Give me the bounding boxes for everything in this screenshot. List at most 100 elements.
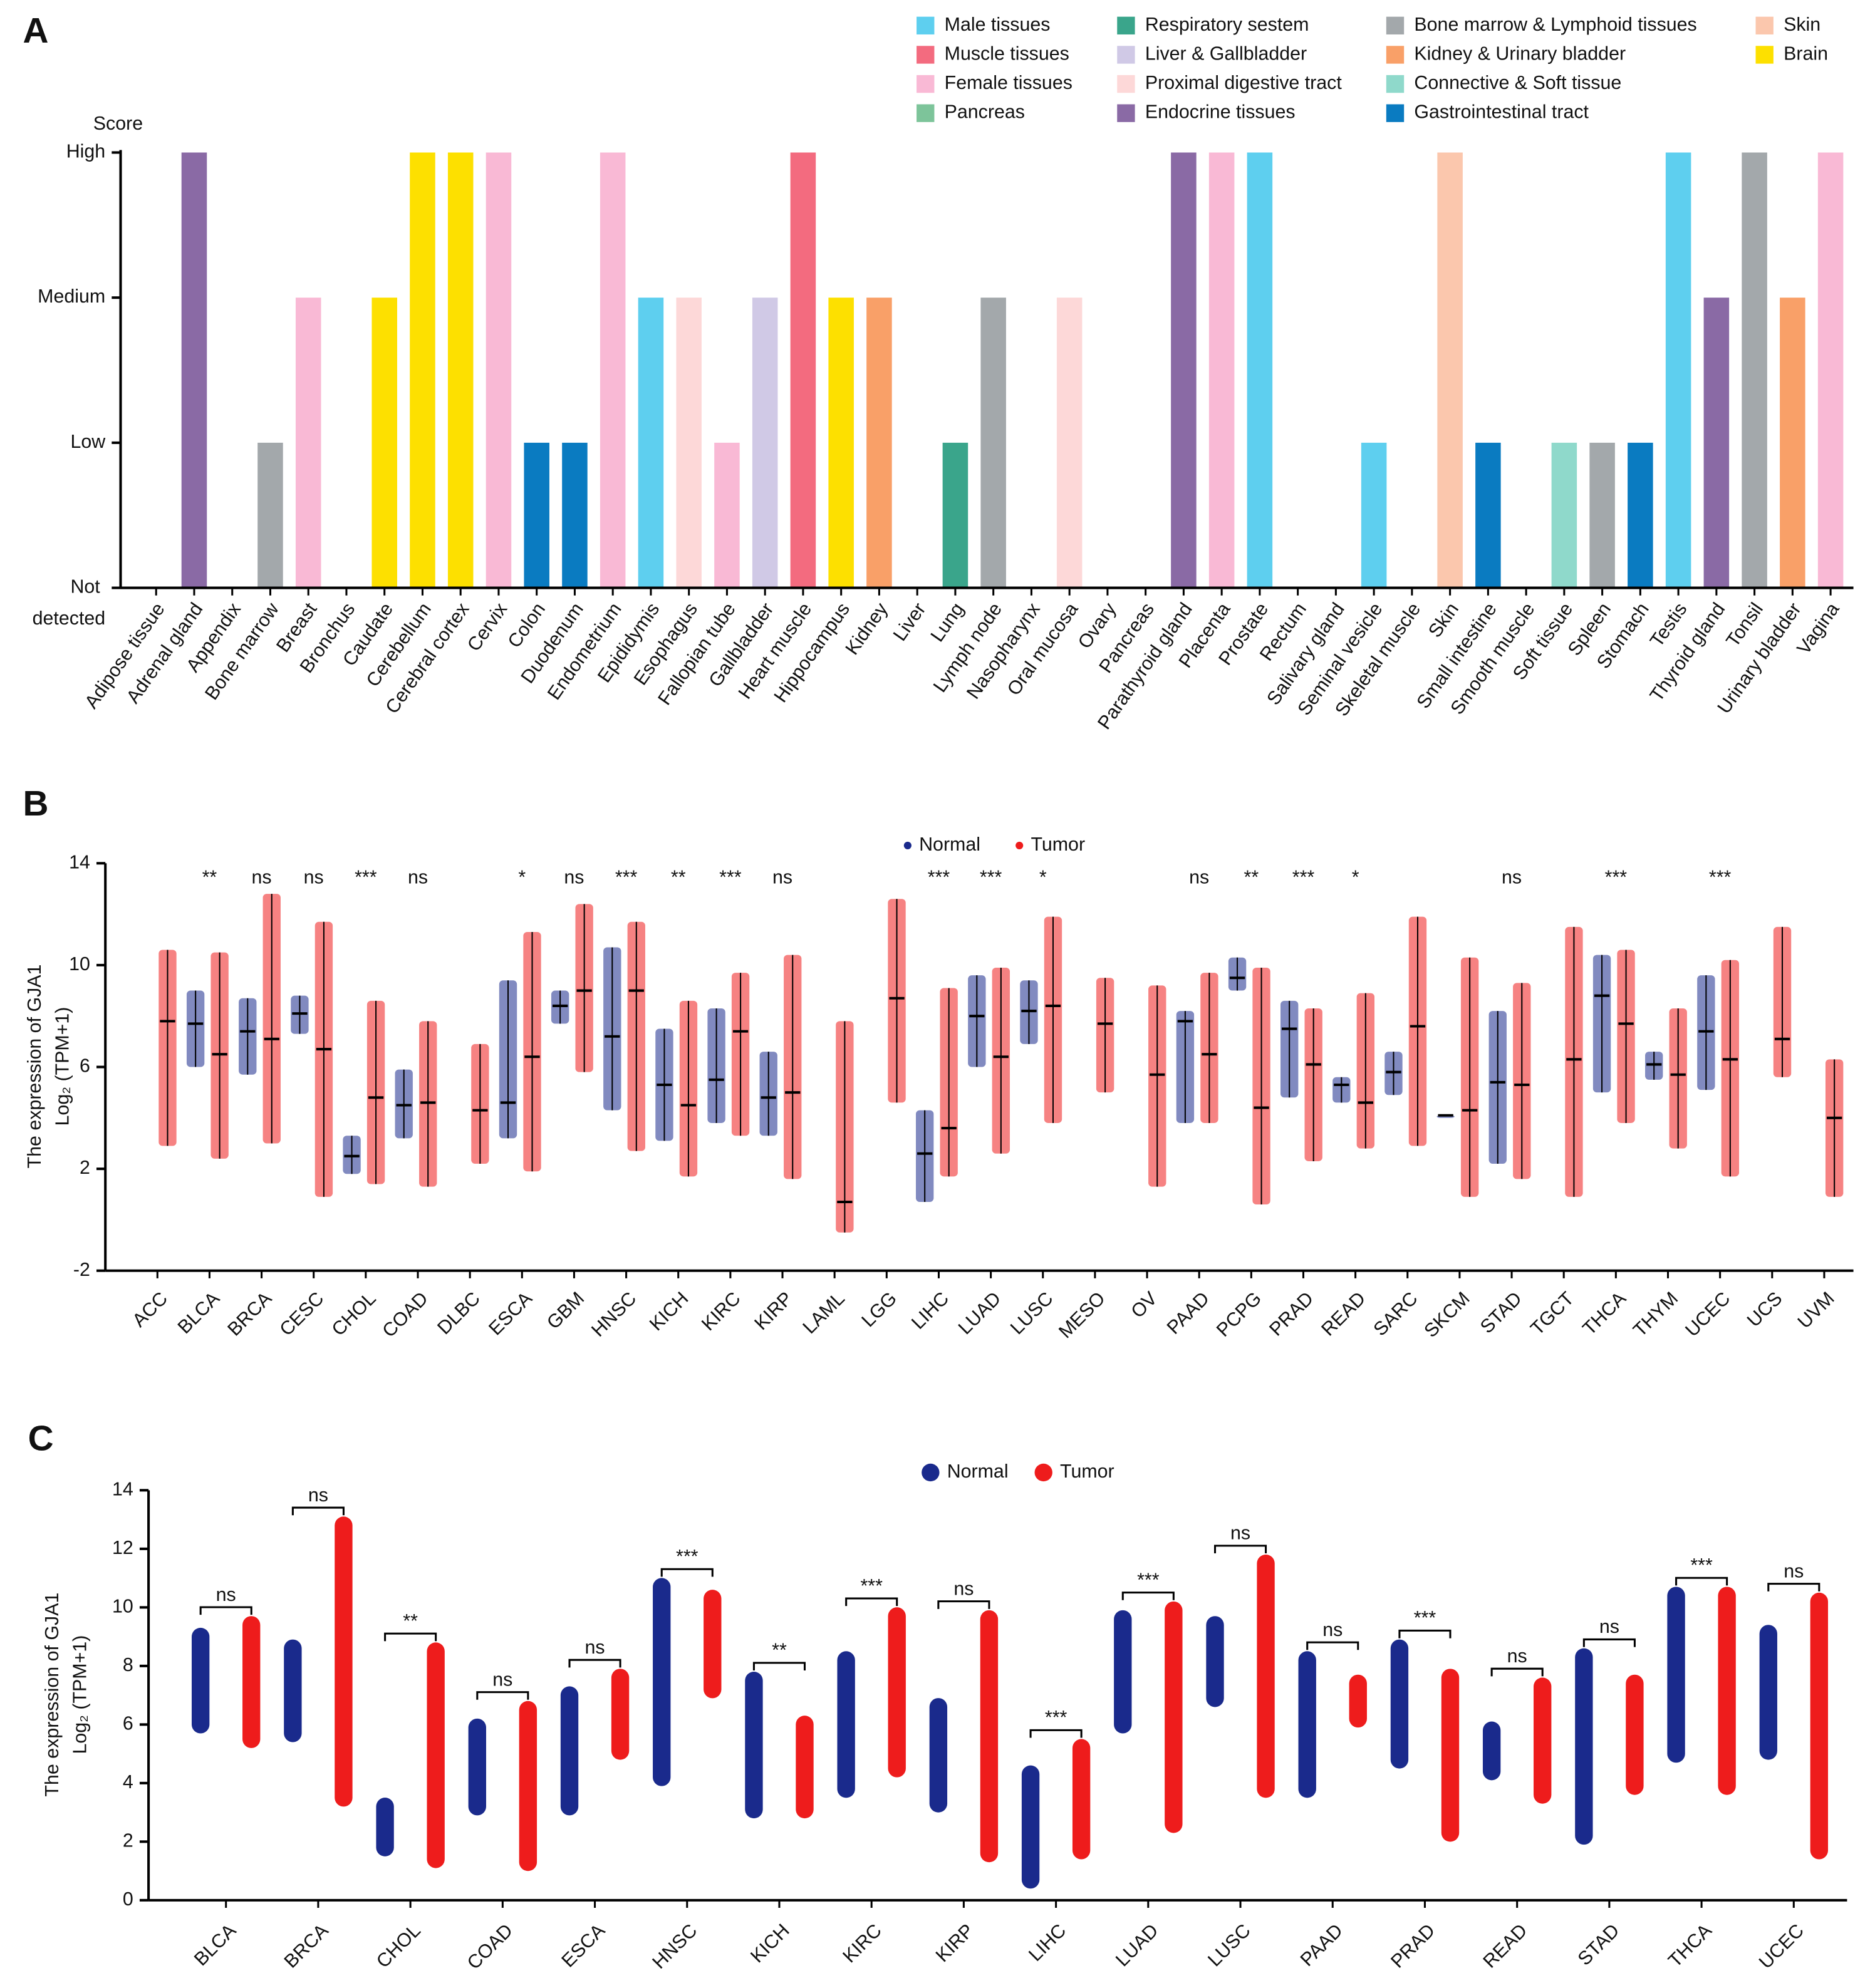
x-tick-label: TGCT bbox=[1527, 1288, 1578, 1339]
y-tick-label: 4 bbox=[123, 1771, 133, 1793]
significance-bracket bbox=[1029, 1729, 1083, 1738]
range bbox=[1575, 1648, 1593, 1845]
x-tick-label: KIRP bbox=[751, 1288, 797, 1334]
x-tick-label: CHOL bbox=[328, 1288, 380, 1340]
significance-bracket bbox=[1213, 1545, 1267, 1553]
range bbox=[191, 1627, 210, 1734]
x-tick-label: BRCA bbox=[280, 1920, 333, 1972]
bar bbox=[600, 152, 626, 588]
x-tick-label: THCA bbox=[1579, 1287, 1631, 1339]
y-axis-label: Log₂ (TPM+1) bbox=[70, 1635, 91, 1754]
significance: *** bbox=[1690, 1555, 1713, 1576]
legend-label: Normal bbox=[919, 834, 980, 855]
range bbox=[560, 1686, 579, 1816]
x-tick-label: LAML bbox=[799, 1288, 849, 1338]
significance-bracket bbox=[752, 1662, 806, 1670]
bar bbox=[1437, 152, 1463, 588]
significance: ns bbox=[304, 867, 324, 888]
x-tick-label: COAD bbox=[463, 1920, 517, 1974]
legend-label: Bone marrow & Lymphoid tissues bbox=[1414, 14, 1696, 35]
legend-marker bbox=[1386, 75, 1405, 93]
y-axis-label: The expression of GJA1 bbox=[24, 965, 45, 1169]
bar bbox=[1742, 152, 1767, 588]
y-tick-label: Not detected bbox=[33, 576, 106, 629]
legend-marker bbox=[1015, 841, 1024, 849]
significance: ns bbox=[1599, 1616, 1619, 1637]
significance: *** bbox=[719, 867, 742, 888]
legend-marker bbox=[1117, 46, 1135, 64]
range bbox=[519, 1701, 538, 1872]
bar bbox=[410, 152, 435, 588]
bar bbox=[1208, 152, 1235, 588]
bar bbox=[1551, 442, 1577, 588]
x-tick-label: UVM bbox=[1794, 1288, 1839, 1333]
x-tick-label: ESCA bbox=[485, 1287, 537, 1339]
significance: ns bbox=[564, 867, 584, 888]
legend-marker bbox=[1755, 16, 1774, 35]
bar bbox=[676, 298, 702, 588]
y-tick-label: 12 bbox=[112, 1537, 133, 1558]
significance: ** bbox=[1244, 867, 1259, 888]
significance-bracket bbox=[845, 1597, 898, 1607]
range bbox=[1165, 1601, 1183, 1833]
x-tick-label: LIHC bbox=[1024, 1920, 1070, 1965]
x-tick-label: BLCA bbox=[190, 1920, 241, 1970]
range bbox=[1626, 1674, 1644, 1795]
significance: ns bbox=[585, 1637, 605, 1658]
x-tick-label: PRAD bbox=[1265, 1288, 1318, 1340]
significance-bracket bbox=[1121, 1592, 1175, 1600]
bar bbox=[371, 298, 397, 588]
range bbox=[980, 1610, 999, 1863]
legend-marker bbox=[1755, 46, 1774, 64]
x-tick-label: LUAD bbox=[1111, 1920, 1162, 1970]
bar bbox=[1780, 298, 1805, 588]
bar bbox=[980, 298, 1006, 588]
bar bbox=[1665, 152, 1691, 588]
bar bbox=[486, 152, 512, 588]
significance: ns bbox=[1784, 1560, 1804, 1582]
y-tick-label: 14 bbox=[112, 1478, 133, 1499]
x-tick-label: KIRP bbox=[932, 1920, 978, 1966]
x-tick-label: UCEC bbox=[1681, 1288, 1735, 1341]
y-tick-label: 10 bbox=[69, 953, 90, 975]
significance-bracket bbox=[1490, 1667, 1544, 1677]
y-tick-label: 2 bbox=[80, 1157, 90, 1178]
x-tick-label: LUSC bbox=[1203, 1920, 1254, 1970]
significance: ns bbox=[216, 1584, 236, 1605]
legend-label: Brain bbox=[1784, 43, 1828, 64]
x-tick-label: UCS bbox=[1743, 1288, 1786, 1331]
legend-label: Respiratory sestem bbox=[1145, 14, 1309, 35]
range bbox=[611, 1669, 630, 1760]
significance: *** bbox=[1414, 1607, 1436, 1628]
bar bbox=[1475, 442, 1501, 588]
x-tick-label: CESC bbox=[276, 1288, 328, 1340]
significance: ** bbox=[202, 867, 217, 888]
range bbox=[1759, 1625, 1777, 1760]
significance: *** bbox=[615, 867, 638, 888]
significance-bracket bbox=[1398, 1629, 1452, 1639]
bar bbox=[942, 442, 969, 588]
legend-label: Gastrointestinal tract bbox=[1414, 101, 1589, 123]
range bbox=[1206, 1616, 1224, 1707]
significance: ns bbox=[1322, 1619, 1343, 1640]
significance: *** bbox=[1605, 867, 1628, 888]
legend-marker bbox=[1034, 1463, 1052, 1482]
bar bbox=[1589, 442, 1615, 588]
significance: ns bbox=[308, 1484, 328, 1506]
significance: ns bbox=[1507, 1645, 1527, 1667]
legend-label: Skin bbox=[1784, 14, 1820, 35]
y-tick-label: 6 bbox=[123, 1712, 133, 1734]
y-tick-label: 10 bbox=[112, 1595, 133, 1617]
legend-marker bbox=[917, 46, 935, 64]
range bbox=[1441, 1669, 1460, 1842]
x-tick-label: ACC bbox=[128, 1288, 172, 1331]
range bbox=[376, 1798, 394, 1856]
legend-marker bbox=[917, 75, 935, 93]
legend-label: Endocrine tissues bbox=[1145, 101, 1296, 123]
legend-label: Female tissues bbox=[945, 72, 1073, 93]
y-tick-label: High bbox=[66, 141, 105, 162]
x-tick-label: READ bbox=[1479, 1920, 1532, 1972]
x-tick-label: Liver bbox=[889, 599, 930, 645]
y-tick-label: 6 bbox=[80, 1055, 90, 1077]
legend-label: Male tissues bbox=[945, 14, 1051, 35]
